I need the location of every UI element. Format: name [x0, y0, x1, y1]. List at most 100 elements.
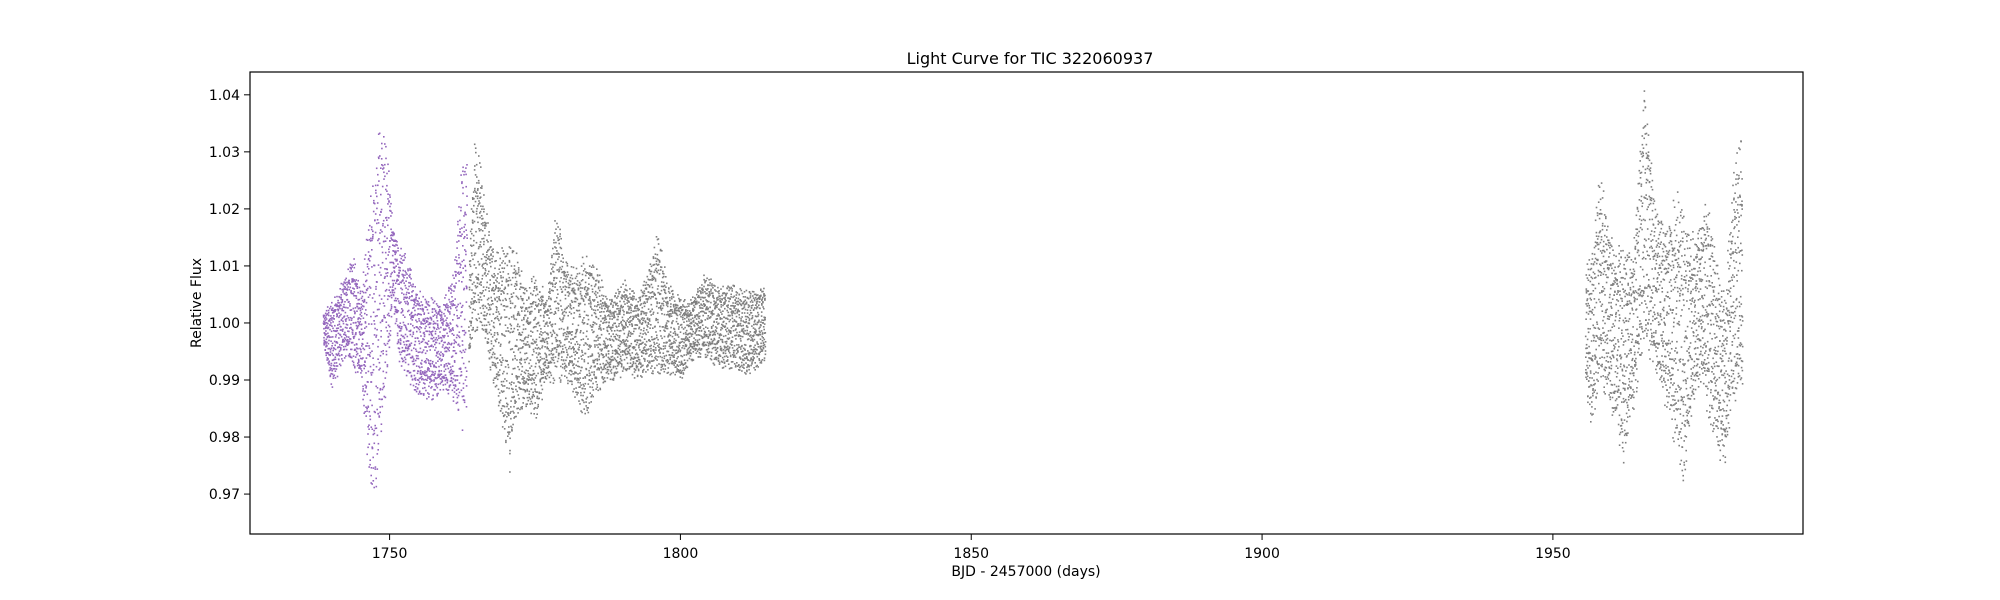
data-point [416, 387, 419, 389]
data-point [422, 372, 424, 374]
data-point [670, 315, 673, 317]
data-point [366, 393, 369, 396]
data-point [428, 326, 431, 329]
data-point [533, 282, 536, 284]
data-point [498, 401, 501, 404]
data-point [399, 338, 402, 340]
data-point [673, 364, 675, 366]
data-point [521, 319, 523, 322]
data-point [618, 348, 621, 351]
data-point [437, 335, 440, 337]
data-point [593, 330, 595, 333]
data-point [480, 284, 482, 286]
data-point [481, 185, 483, 187]
data-point [614, 349, 617, 351]
data-point [328, 314, 330, 317]
data-point [619, 340, 622, 342]
data-point [504, 421, 506, 423]
data-point [541, 357, 543, 360]
data-point [562, 318, 564, 321]
data-point [644, 320, 647, 323]
data-point [447, 324, 450, 327]
data-point [442, 355, 444, 357]
data-point [442, 335, 445, 337]
data-point [526, 319, 528, 321]
data-point [574, 358, 576, 360]
data-point [623, 350, 626, 352]
data-point [425, 306, 428, 308]
data-point [573, 312, 576, 314]
data-point [374, 411, 376, 414]
data-point [474, 300, 476, 302]
data-point [609, 366, 612, 368]
data-point [499, 359, 501, 361]
data-point [375, 485, 378, 488]
data-point [343, 303, 345, 306]
data-point [551, 282, 553, 284]
data-point [433, 322, 436, 325]
data-point [331, 359, 334, 362]
data-point [448, 349, 450, 352]
data-point [388, 200, 390, 202]
data-point [463, 259, 465, 261]
data-point [441, 380, 444, 383]
data-point [552, 263, 554, 266]
data-point [357, 320, 359, 323]
data-point [527, 379, 530, 381]
data-point [494, 260, 496, 263]
data-point [565, 333, 568, 335]
data-point [346, 298, 349, 301]
data-point [413, 369, 416, 372]
data-point [626, 295, 628, 297]
data-point [460, 174, 462, 176]
data-point [537, 359, 540, 362]
data-point [629, 320, 631, 322]
data-point [419, 371, 422, 374]
data-point [523, 316, 525, 319]
data-point [443, 370, 446, 373]
data-point [442, 377, 444, 379]
data-point [612, 359, 615, 361]
data-point [612, 340, 615, 342]
data-point [488, 306, 491, 309]
data-point [558, 242, 560, 245]
data-point [447, 304, 449, 307]
data-point [472, 222, 474, 224]
data-point [405, 326, 407, 328]
data-point [495, 317, 497, 319]
data-point [340, 313, 342, 316]
data-point [369, 240, 372, 242]
data-point [548, 362, 551, 364]
data-point [397, 339, 400, 341]
data-point [339, 364, 342, 367]
data-point [601, 305, 603, 307]
data-point [526, 378, 528, 380]
data-point [499, 257, 501, 260]
data-point [657, 259, 660, 261]
data-point [371, 483, 373, 485]
data-point [548, 349, 551, 352]
data-point [488, 357, 491, 360]
data-point [669, 343, 671, 346]
data-point [463, 173, 465, 176]
data-point [525, 380, 527, 383]
data-point [338, 316, 340, 319]
data-point [568, 347, 570, 350]
data-point [413, 314, 415, 317]
data-point [479, 162, 481, 164]
data-point [473, 189, 476, 192]
data-point [621, 295, 624, 297]
data-point [579, 315, 582, 318]
data-point [632, 361, 635, 363]
data-point [485, 314, 488, 317]
data-point [458, 382, 461, 384]
data-point [390, 261, 393, 264]
data-point [512, 388, 514, 391]
data-point [482, 267, 484, 269]
data-point [629, 288, 631, 290]
data-point [599, 324, 601, 326]
data-point [532, 338, 534, 341]
data-point [535, 323, 538, 325]
data-point [345, 306, 347, 309]
data-point [653, 343, 656, 345]
